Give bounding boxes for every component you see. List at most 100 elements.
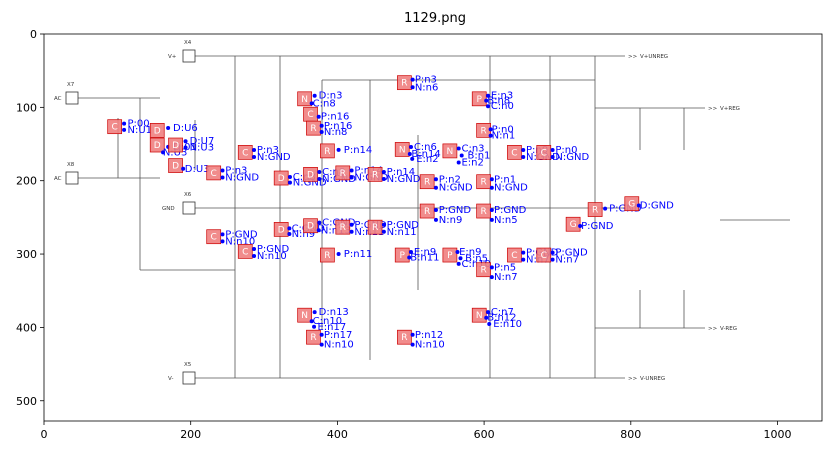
- pin-dot: [312, 93, 317, 98]
- pin-dot: [312, 310, 317, 315]
- y-tick-label: 500: [16, 395, 37, 408]
- pin-dot: [183, 145, 188, 150]
- component-n: N D:n3C:n8: [297, 91, 342, 109]
- component-g: G D:GND: [624, 196, 674, 212]
- pin-dot: [550, 154, 555, 159]
- pin-annotation: C:n6: [414, 142, 437, 153]
- net-label-v-plus-reg: >> V+REG: [708, 106, 740, 112]
- component-letter: N: [476, 311, 483, 321]
- pin-dot: [252, 147, 257, 152]
- terminal-v-minus: V- X5: [168, 362, 196, 385]
- pin-dot: [486, 310, 491, 315]
- pin-annotation: P:n3: [415, 75, 437, 86]
- pin-dot: [252, 246, 257, 251]
- pin-dot: [183, 139, 188, 144]
- component-box: [397, 329, 412, 345]
- component-box: [306, 120, 321, 136]
- component-letter: R: [481, 207, 487, 217]
- pin-dot: [489, 177, 494, 182]
- pin-dot: [410, 77, 415, 82]
- pin-annotation: N:n10: [257, 251, 287, 262]
- pin-dot: [484, 98, 489, 103]
- component-letter: C: [541, 251, 547, 261]
- component-letter: C: [112, 123, 118, 133]
- component-letter: P: [399, 251, 405, 261]
- x-tick-label: 400: [327, 428, 348, 441]
- component-box: [587, 202, 603, 217]
- pin-dot: [317, 169, 322, 174]
- pin-annotation: D:n13: [319, 307, 349, 318]
- pin-dot: [316, 228, 321, 233]
- pin-dot: [455, 249, 460, 254]
- component-box: [297, 307, 313, 323]
- component-box: [320, 247, 335, 263]
- component-layer: CP:00N:U1DD:U6DN:U3D:01DD:U7N:U3DD:U3ND:…: [107, 75, 674, 351]
- pin-annotation: N:n11: [387, 227, 417, 238]
- pin-annotation: N:n7: [494, 272, 518, 283]
- pin-dot: [489, 208, 494, 213]
- pin-dot: [459, 153, 464, 158]
- pin-annotation: N:n9: [292, 229, 316, 240]
- pin-dot: [220, 232, 225, 237]
- svg-text:X5: X5: [184, 362, 192, 368]
- pin-annotation: P:n1: [494, 174, 516, 185]
- pin-dot: [319, 130, 324, 135]
- pin-annotation: N:n7: [555, 255, 579, 266]
- pin-annotation: B:n12: [487, 313, 516, 324]
- pin-dot: [317, 220, 322, 225]
- component-letter: N: [447, 147, 454, 157]
- pin-annotation: P:n5: [494, 262, 516, 273]
- component-r: R P:n11: [320, 247, 372, 263]
- pin-annotation: C:n10: [313, 316, 342, 327]
- svg-text:>>: >>: [628, 54, 638, 60]
- pin-annotation: E:n9: [459, 247, 481, 258]
- svg-text:AC: AC: [54, 96, 62, 102]
- pin-annotation: E:n17: [317, 322, 346, 333]
- pin-dot: [220, 239, 225, 244]
- component-r: R P:n1N:GND: [476, 174, 528, 194]
- pin-dot: [252, 253, 257, 258]
- component-box: [397, 75, 412, 91]
- component-c: C P:n3N:GND: [206, 165, 259, 183]
- component-box: [394, 247, 410, 263]
- pin-annotation: B:n8: [487, 96, 510, 107]
- pin-annotation: B:n5: [465, 253, 488, 264]
- pin-dot: [433, 208, 438, 213]
- pin-dot: [603, 206, 608, 211]
- pin-dot: [319, 332, 324, 337]
- component-letter: C: [511, 148, 517, 158]
- pin-annotation: N:n1: [492, 131, 516, 142]
- pin-dot: [521, 250, 526, 255]
- pin-dot: [550, 257, 555, 262]
- pin-dot: [550, 147, 555, 152]
- terminal-ac-2: AC X8: [54, 162, 79, 185]
- component-p: P E:n9B:n11: [394, 247, 440, 264]
- pin-annotation: N:GND: [225, 172, 259, 183]
- pin-annotation: N:U3: [163, 147, 188, 158]
- pin-dot: [489, 185, 494, 190]
- component-box: [442, 247, 458, 263]
- component-letter: D: [154, 141, 161, 151]
- pin-dot: [381, 176, 386, 181]
- net-label-v-minus-unreg: >> V-UNREG: [628, 376, 665, 382]
- svg-text:>>: >>: [628, 376, 638, 382]
- component-box: [536, 145, 552, 160]
- component-d: D D:U7N:U3: [168, 136, 214, 154]
- pin-dot: [336, 252, 341, 257]
- pin-dot: [456, 261, 461, 266]
- pin-annotation: C:n8: [313, 98, 336, 109]
- component-box: [536, 247, 552, 263]
- svg-text:V+REG: V+REG: [720, 106, 740, 112]
- pin-dot: [456, 146, 461, 151]
- net-label-v-minus-reg: >> V-REG: [708, 326, 737, 332]
- component-letter: C: [242, 148, 248, 158]
- pin-annotation: P:GND: [257, 244, 290, 255]
- pin-annotation: P:n3: [225, 165, 247, 176]
- pin-annotation: B:n11: [410, 253, 439, 264]
- pin-dot: [287, 231, 292, 236]
- pin-dot: [181, 166, 186, 171]
- pin-annotation: P:n16: [324, 121, 352, 132]
